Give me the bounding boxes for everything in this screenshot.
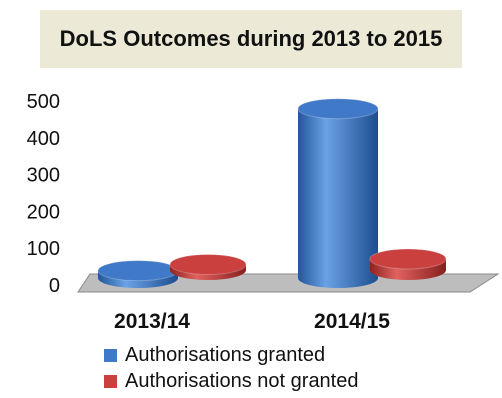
- x-category-label: 2014/15: [314, 310, 390, 333]
- y-tick-label: 400: [27, 128, 60, 150]
- y-tick-label: 500: [27, 91, 60, 113]
- x-category-label: 2013/14: [114, 310, 190, 333]
- bar-not-granted-1: [369, 248, 447, 280]
- legend-item-not-granted: Authorisations not granted: [104, 370, 359, 393]
- bar-granted-1: [297, 98, 379, 288]
- legend-label-not-granted: Authorisations not granted: [125, 370, 359, 392]
- legend-swatch-granted: [104, 349, 117, 362]
- bar-granted-0: [97, 260, 179, 288]
- y-tick-label: 300: [27, 165, 60, 187]
- legend-swatch-not-granted: [104, 375, 117, 388]
- chart-title: DoLS Outcomes during 2013 to 2015: [40, 10, 462, 68]
- legend-item-granted: Authorisations granted: [104, 344, 325, 367]
- legend-label-granted: Authorisations granted: [125, 344, 326, 366]
- y-tick-label: 100: [27, 238, 60, 260]
- y-tick-label: 200: [27, 201, 60, 223]
- y-tick-label: 0: [49, 275, 60, 297]
- bar-not-granted-0: [169, 253, 247, 280]
